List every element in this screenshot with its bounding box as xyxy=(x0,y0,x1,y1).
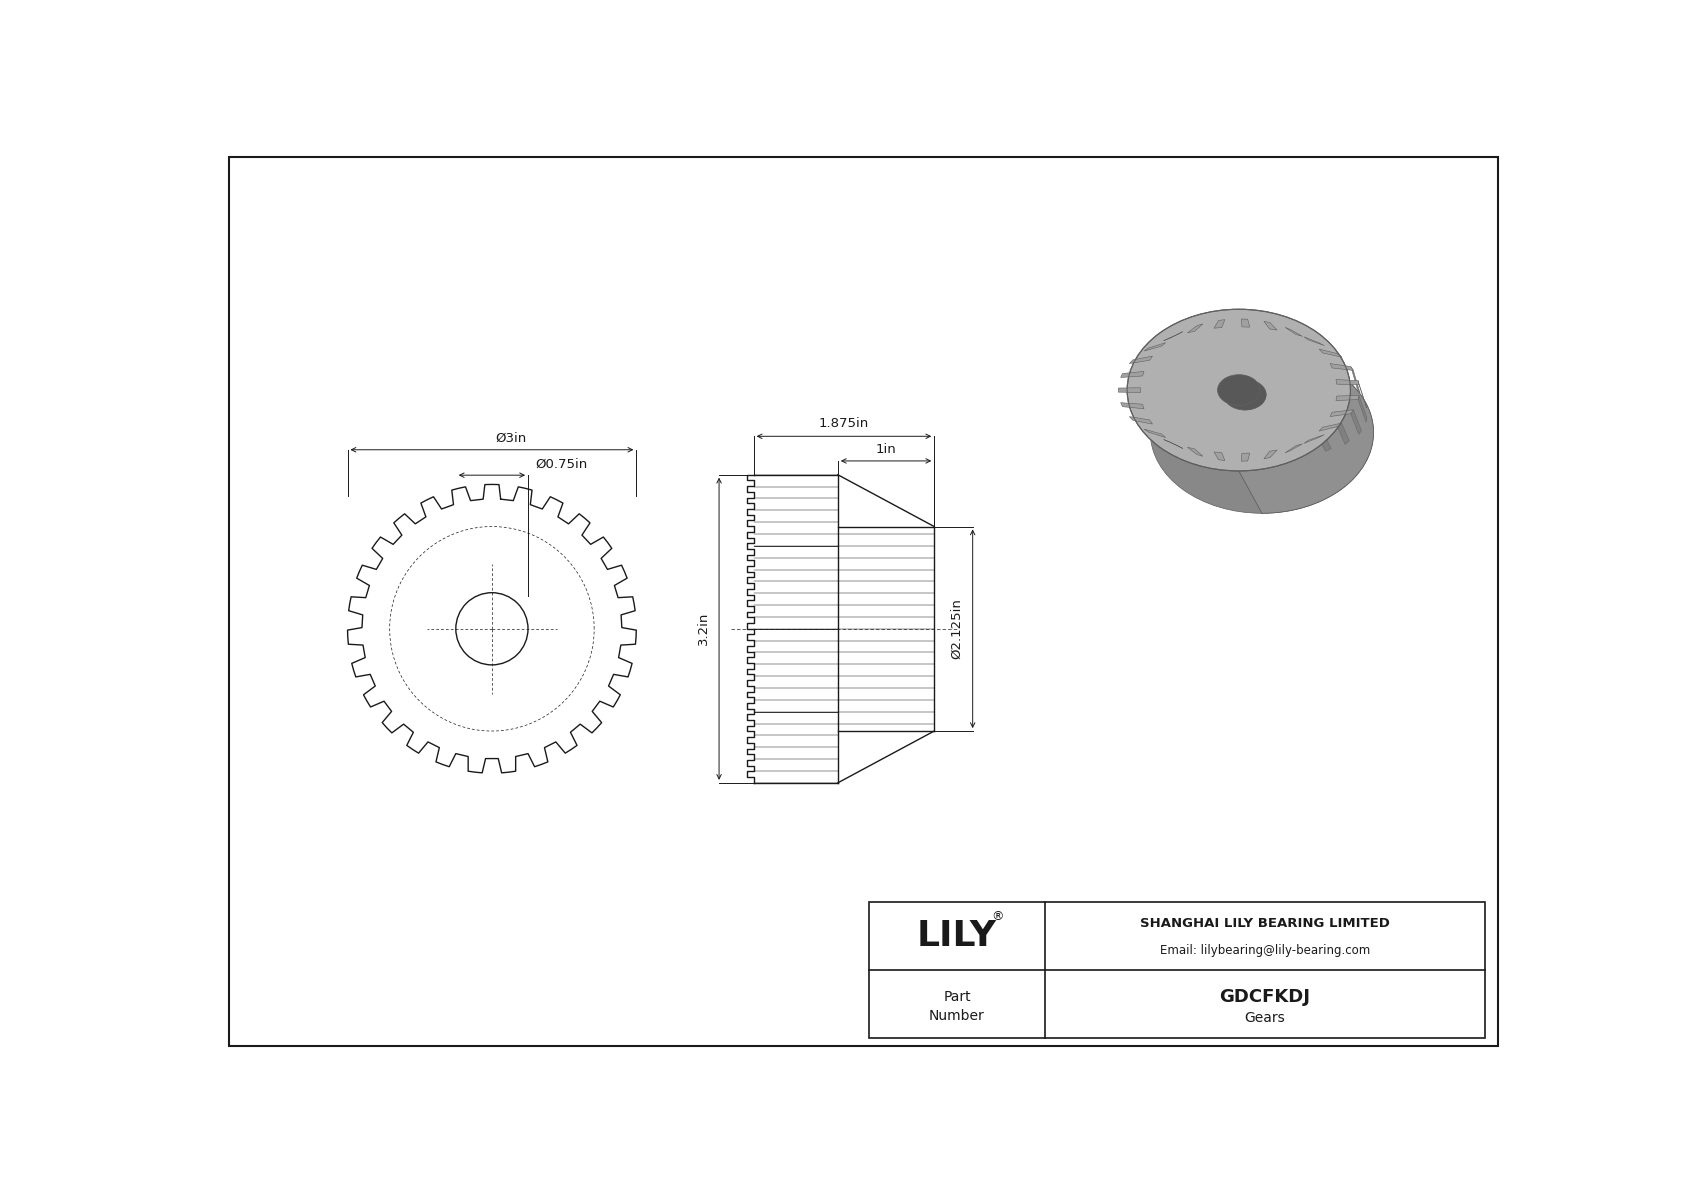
Polygon shape xyxy=(1187,448,1202,456)
Text: Ø2.125in: Ø2.125in xyxy=(950,598,963,660)
Polygon shape xyxy=(1319,343,1329,363)
Text: Ø0.75in: Ø0.75in xyxy=(536,457,588,470)
Ellipse shape xyxy=(1224,380,1266,410)
Text: ®: ® xyxy=(990,910,1004,923)
Polygon shape xyxy=(1241,453,1250,461)
Polygon shape xyxy=(1337,354,1347,378)
Polygon shape xyxy=(1319,349,1342,357)
Polygon shape xyxy=(1143,343,1165,351)
Ellipse shape xyxy=(1127,310,1351,470)
Ellipse shape xyxy=(1218,375,1260,405)
Text: Number: Number xyxy=(930,1009,985,1023)
Polygon shape xyxy=(1241,319,1250,328)
Polygon shape xyxy=(1295,335,1305,350)
Polygon shape xyxy=(1319,435,1330,451)
Polygon shape xyxy=(1285,328,1302,336)
Polygon shape xyxy=(1239,375,1266,410)
Polygon shape xyxy=(1143,429,1165,437)
Bar xyxy=(869,902,1485,1039)
Text: Gears: Gears xyxy=(1244,1011,1285,1025)
Polygon shape xyxy=(1214,451,1224,461)
Text: Ø3in: Ø3in xyxy=(495,431,527,444)
Polygon shape xyxy=(1351,367,1361,393)
Text: LILY: LILY xyxy=(918,919,997,953)
Text: 1in: 1in xyxy=(876,443,896,456)
Polygon shape xyxy=(1351,410,1361,435)
Polygon shape xyxy=(1270,450,1282,455)
Polygon shape xyxy=(1330,410,1354,417)
Polygon shape xyxy=(1337,423,1349,444)
Ellipse shape xyxy=(1150,351,1374,513)
Polygon shape xyxy=(1335,395,1359,400)
Text: 1.875in: 1.875in xyxy=(818,417,869,430)
Polygon shape xyxy=(1120,403,1143,409)
Polygon shape xyxy=(1303,337,1324,345)
Polygon shape xyxy=(1239,310,1374,513)
Polygon shape xyxy=(1357,395,1367,422)
Polygon shape xyxy=(1303,435,1324,443)
Polygon shape xyxy=(1164,439,1182,449)
Polygon shape xyxy=(1357,381,1366,409)
Text: Part: Part xyxy=(943,990,970,1004)
Polygon shape xyxy=(1319,423,1342,431)
Polygon shape xyxy=(1164,331,1182,341)
Polygon shape xyxy=(1265,450,1276,459)
Polygon shape xyxy=(1130,417,1152,424)
Polygon shape xyxy=(1330,363,1354,370)
Polygon shape xyxy=(1120,372,1143,378)
Polygon shape xyxy=(1265,322,1276,330)
Polygon shape xyxy=(1285,444,1302,453)
Polygon shape xyxy=(1270,329,1278,339)
Polygon shape xyxy=(1335,380,1359,385)
Text: Email: lilybearing@lily-bearing.com: Email: lilybearing@lily-bearing.com xyxy=(1160,943,1371,956)
Polygon shape xyxy=(1118,388,1140,392)
Polygon shape xyxy=(1130,356,1152,363)
Text: GDCFKDJ: GDCFKDJ xyxy=(1219,987,1310,1005)
Text: SHANGHAI LILY BEARING LIMITED: SHANGHAI LILY BEARING LIMITED xyxy=(1140,917,1389,930)
Polygon shape xyxy=(1295,444,1308,455)
Polygon shape xyxy=(1214,319,1224,329)
Text: 3.2in: 3.2in xyxy=(697,612,711,646)
Polygon shape xyxy=(1187,324,1202,332)
Polygon shape xyxy=(1241,326,1250,331)
